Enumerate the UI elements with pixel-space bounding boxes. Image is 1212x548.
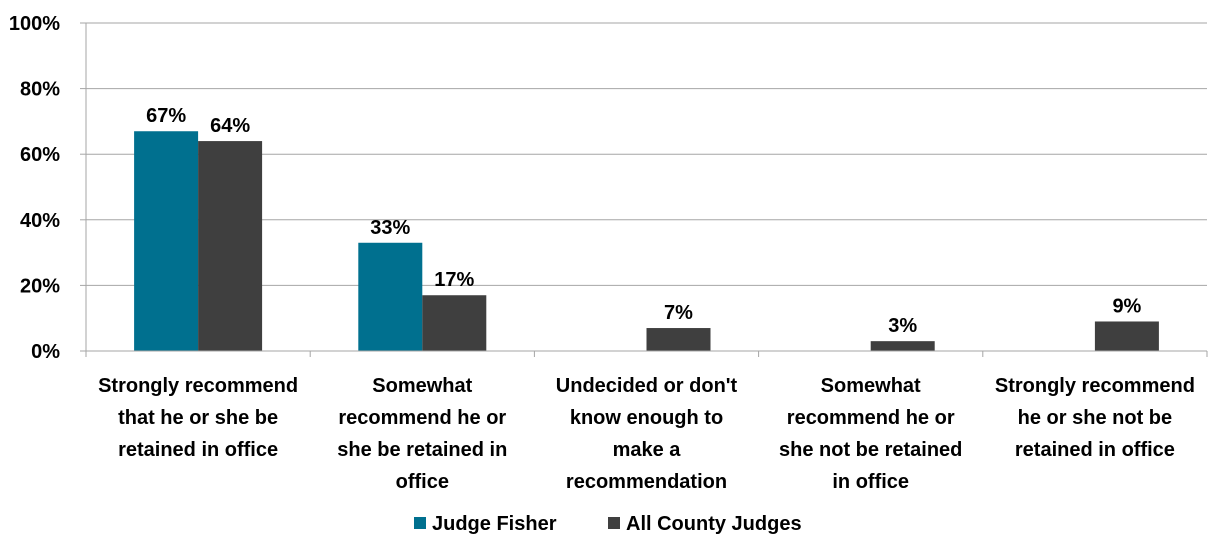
x-category-label-line: recommendation	[566, 471, 727, 493]
gridlines	[86, 22, 1207, 286]
bar	[1094, 321, 1159, 351]
legend-swatch-all-county-judges	[608, 517, 620, 529]
data-label: 67%	[146, 105, 186, 127]
x-category-label: Strongly recommend that he or she be retai…	[98, 375, 298, 461]
legend-label-all-county-judges: All County Judges	[626, 513, 802, 535]
y-tick-label: 100%	[9, 13, 60, 35]
bars	[134, 131, 1159, 351]
data-label: 33%	[370, 217, 410, 239]
x-category-label-line: Somewhat	[372, 375, 472, 397]
y-tick-label: 60%	[20, 144, 60, 166]
x-category-label-line: retained in office	[1015, 439, 1175, 461]
x-category-label-line: she not be retained	[779, 439, 962, 461]
y-tick-label: 80%	[20, 79, 60, 101]
legend: Judge Fisher All County Judges	[414, 513, 802, 535]
data-label: 17%	[434, 269, 474, 291]
x-category-label: Strongly recommend he or she not be retain…	[995, 375, 1195, 461]
category-labels: Strongly recommend that he or she be retai…	[98, 375, 1195, 493]
legend-label-judge-fisher: Judge Fisher	[432, 513, 557, 535]
x-category-label-line: she be retained in	[337, 439, 507, 461]
y-tick-label: 20%	[20, 275, 60, 297]
data-label: 64%	[210, 115, 250, 137]
x-category-label-line: recommend he or	[787, 407, 955, 429]
x-category-label-line: in office	[832, 471, 909, 493]
bar	[358, 242, 423, 351]
bar	[198, 141, 263, 351]
data-label: 3%	[888, 315, 917, 337]
x-category-label: Somewhat recommend he or she not be retain…	[779, 375, 962, 493]
axes	[85, 23, 1208, 357]
y-tick-label: 0%	[31, 341, 60, 363]
bar	[422, 295, 487, 351]
data-label: 7%	[664, 302, 693, 324]
y-axis-ticks: 0% 20% 40% 60% 80% 100%	[9, 13, 86, 363]
x-category-label-line: retained in office	[118, 439, 278, 461]
x-category-label-line: make a	[613, 439, 682, 461]
x-category-label: Undecided or don't know enough to make a re…	[556, 375, 738, 493]
bar	[646, 328, 711, 351]
x-category-label-line: that he or she be	[118, 407, 278, 429]
x-category-label-line: Strongly recommend	[995, 375, 1195, 397]
x-category-label-line: office	[396, 471, 449, 493]
y-tick-label: 40%	[20, 210, 60, 232]
data-label: 9%	[1112, 295, 1141, 317]
legend-swatch-judge-fisher	[414, 517, 426, 529]
bar	[134, 131, 199, 351]
x-category-label-line: recommend he or	[338, 407, 506, 429]
data-labels: 67% 33% 64% 17% 7% 3% 9%	[146, 105, 1141, 337]
x-category-label: Somewhat recommend he or she be retained i…	[337, 375, 507, 493]
bar	[870, 341, 935, 351]
x-category-label-line: Somewhat	[821, 375, 921, 397]
x-category-label-line: Undecided or don't	[556, 375, 738, 397]
x-category-label-line: he or she not be	[1018, 407, 1172, 429]
x-category-label-line: know enough to	[570, 407, 723, 429]
x-category-label-line: Strongly recommend	[98, 375, 298, 397]
